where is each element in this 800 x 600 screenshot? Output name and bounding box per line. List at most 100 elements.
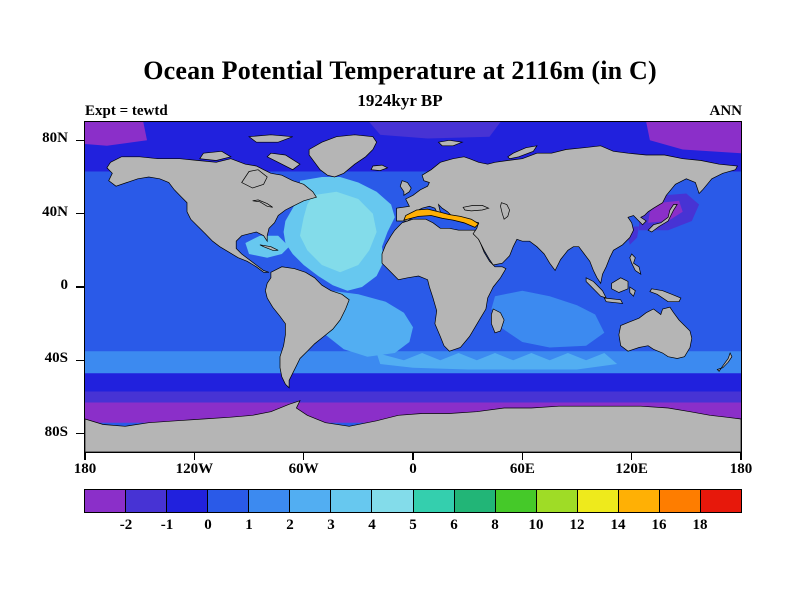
colorbar-tick-label: -2 bbox=[119, 517, 133, 533]
ocean-mediterranean-warm bbox=[403, 208, 480, 228]
island-philippines bbox=[629, 253, 642, 275]
colorbar-tick-label: 10 bbox=[528, 517, 544, 533]
island-sumatra bbox=[585, 277, 607, 299]
lat-tick-label: 0 bbox=[60, 277, 69, 293]
island-ellesmere bbox=[248, 134, 293, 143]
colorbar-tick-label: -1 bbox=[160, 517, 174, 533]
colorbar-segment bbox=[290, 490, 332, 512]
hudson-bay-outline bbox=[241, 169, 268, 189]
black-sea-outline bbox=[462, 205, 490, 212]
colorbar-tick-label: 18 bbox=[692, 517, 708, 533]
colorbar-tick-label: 4 bbox=[368, 517, 376, 533]
island-iceland bbox=[370, 164, 389, 171]
island-new-zealand bbox=[716, 352, 733, 372]
ocean-south-indian-band bbox=[376, 353, 618, 370]
lat-tick-label: 40S bbox=[44, 350, 68, 367]
island-victoria bbox=[199, 150, 232, 161]
colorbar-tick-label: 8 bbox=[491, 517, 499, 533]
colorbar-segment bbox=[85, 490, 127, 512]
ocean-arctic-purple-central bbox=[369, 122, 501, 139]
lon-tick-label: 60W bbox=[288, 461, 319, 477]
colorbar-segment bbox=[126, 490, 168, 512]
lat-tick-mark bbox=[76, 139, 84, 142]
island-novaya-zemlya bbox=[507, 145, 538, 160]
lon-tick-mark bbox=[84, 453, 86, 460]
colorbar-segment bbox=[372, 490, 414, 512]
lon-tick-mark bbox=[630, 453, 633, 460]
lat-tick-label: 80S bbox=[44, 423, 68, 440]
ocean-arctic-purple-west bbox=[85, 122, 147, 146]
colorbar-segment bbox=[618, 490, 660, 512]
lon-tick-mark bbox=[302, 453, 305, 460]
lon-tick-mark bbox=[193, 453, 196, 460]
lat-tick-mark bbox=[76, 359, 84, 362]
map-plot-area bbox=[84, 121, 742, 453]
world-map bbox=[85, 122, 741, 452]
colorbar bbox=[84, 489, 742, 513]
island-baffin bbox=[266, 152, 301, 171]
colorbar-tick-label: 0 bbox=[204, 517, 212, 533]
continent-australia bbox=[618, 306, 693, 359]
lon-tick-label: 120W bbox=[175, 461, 214, 477]
island-borneo bbox=[611, 277, 629, 293]
island-cuba bbox=[259, 244, 279, 251]
ocean-southern-ocean-cold bbox=[85, 373, 741, 396]
colorbar-tick-label: 12 bbox=[569, 517, 585, 533]
ocean-china-coast-cold bbox=[628, 226, 639, 245]
colorbar-tick-label: 2 bbox=[286, 517, 294, 533]
greenland bbox=[308, 134, 378, 178]
chart-subtitle: 1924kyr BP bbox=[357, 91, 443, 110]
island-japan bbox=[647, 204, 678, 233]
colorbar-segment bbox=[208, 490, 250, 512]
island-madagascar bbox=[491, 308, 505, 334]
colorbar-segment bbox=[454, 490, 496, 512]
lat-tick-mark bbox=[76, 212, 84, 215]
chart-title: Ocean Potential Temperature at 2116m (in… bbox=[143, 56, 657, 85]
colorbar-segment bbox=[249, 490, 291, 512]
island-svalbard bbox=[437, 139, 464, 147]
lat-tick-mark bbox=[76, 432, 84, 435]
colorbar-tick-label: 16 bbox=[651, 517, 667, 533]
colorbar-tick-label: 5 bbox=[409, 517, 417, 533]
season-label: ANN bbox=[709, 103, 743, 119]
continent-africa bbox=[381, 218, 507, 352]
island-java bbox=[603, 297, 624, 304]
ocean-indian-ocean-mild bbox=[491, 290, 605, 348]
colorbar-segment bbox=[413, 490, 455, 512]
great-lakes-outline bbox=[252, 199, 273, 208]
colorbar-segment bbox=[495, 490, 537, 512]
colorbar-segment bbox=[700, 490, 741, 512]
island-great-britain bbox=[399, 180, 412, 196]
colorbar-segment bbox=[167, 490, 209, 512]
continent-south-america bbox=[265, 266, 350, 389]
colorbar-tick-label: 3 bbox=[327, 517, 335, 533]
colorbar-segment bbox=[536, 490, 578, 512]
continent-antarctica bbox=[85, 400, 741, 452]
caspian-sea-outline bbox=[500, 202, 510, 220]
lon-tick-label: 0 bbox=[409, 461, 417, 477]
colorbar-segment bbox=[659, 490, 701, 512]
colorbar-tick-label: 6 bbox=[450, 517, 458, 533]
lon-tick-label: 180 bbox=[729, 461, 753, 477]
ocean-north-atlantic-core bbox=[300, 191, 377, 273]
experiment-label: Expt = tewtd bbox=[85, 103, 168, 119]
colorbar-tick-label: 1 bbox=[245, 517, 253, 533]
lat-tick-label: 80N bbox=[42, 130, 68, 147]
colorbar-tick-labels: -2 -1 0 1 2 3 4 5 6 8 10 12 14 16 18 bbox=[0, 517, 800, 539]
continent-north-america bbox=[106, 156, 317, 273]
lon-tick-label: 180 bbox=[73, 461, 97, 477]
lat-tick-mark bbox=[76, 286, 84, 288]
lon-tick-label: 60E bbox=[509, 461, 535, 477]
colorbar-tick-label: 14 bbox=[610, 517, 626, 533]
island-sulawesi bbox=[629, 286, 636, 297]
lat-tick-label: 40N bbox=[42, 203, 68, 220]
lon-tick-mark bbox=[412, 453, 414, 460]
lon-tick-label: 120E bbox=[615, 461, 648, 477]
lon-tick-mark bbox=[740, 453, 742, 460]
ocean-arctic-purple-east bbox=[646, 122, 741, 154]
lon-tick-mark bbox=[521, 453, 524, 460]
colorbar-segment bbox=[577, 490, 619, 512]
island-new-guinea bbox=[649, 288, 682, 303]
colorbar-segment bbox=[331, 490, 373, 512]
